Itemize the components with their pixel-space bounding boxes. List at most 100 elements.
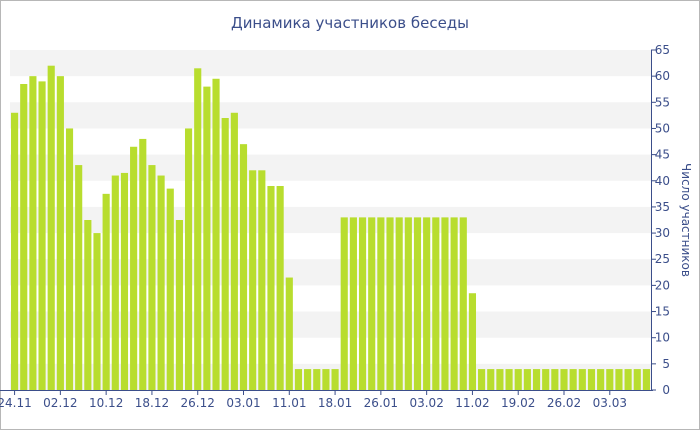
bar bbox=[606, 369, 614, 390]
bar bbox=[139, 138, 147, 390]
y-tick-label: 10 bbox=[655, 331, 670, 345]
y-tick-label: 50 bbox=[655, 121, 670, 135]
bar bbox=[569, 369, 577, 390]
y-tick-label: 55 bbox=[655, 95, 670, 109]
bar bbox=[587, 369, 596, 390]
bar bbox=[413, 217, 422, 390]
bar bbox=[20, 84, 28, 390]
bar bbox=[478, 369, 486, 390]
bar bbox=[239, 144, 248, 390]
bar bbox=[130, 146, 138, 390]
bar bbox=[276, 186, 284, 390]
bar bbox=[532, 369, 541, 390]
bar bbox=[597, 369, 605, 390]
bar bbox=[157, 175, 165, 390]
bar bbox=[560, 369, 568, 390]
bar bbox=[322, 369, 330, 390]
x-tick-label: 03.01 bbox=[226, 396, 260, 410]
x-tick-label: 26.12 bbox=[181, 396, 215, 410]
bar bbox=[358, 217, 367, 390]
y-tick-label: 45 bbox=[655, 148, 670, 162]
bar bbox=[496, 369, 504, 390]
bar bbox=[313, 369, 321, 390]
bar bbox=[175, 220, 183, 390]
x-tick-label: 11.01 bbox=[272, 396, 306, 410]
grid-band bbox=[10, 102, 651, 129]
x-tick-label: 18.12 bbox=[135, 396, 169, 410]
bar bbox=[395, 217, 403, 390]
bar bbox=[194, 68, 202, 391]
x-axis-ticks: 24.11 02.12 10.12 18.12 26.12 03.01 11.01 18.01… bbox=[0, 390, 627, 410]
bar bbox=[505, 369, 513, 390]
bar bbox=[249, 170, 257, 390]
bar bbox=[93, 233, 101, 390]
bar bbox=[642, 369, 650, 390]
y-tick-label: 65 bbox=[655, 43, 670, 57]
y-tick-label: 35 bbox=[655, 200, 670, 214]
bar bbox=[340, 217, 348, 390]
bar bbox=[551, 369, 559, 390]
y-tick-label: 5 bbox=[662, 357, 670, 371]
grid-band bbox=[10, 154, 651, 181]
x-tick-label: 02.12 bbox=[43, 396, 77, 410]
bar bbox=[624, 369, 632, 390]
bar bbox=[432, 217, 440, 390]
bar bbox=[523, 369, 531, 390]
bar bbox=[203, 86, 211, 390]
x-tick-label: 11.02 bbox=[455, 396, 489, 410]
grid-band bbox=[10, 50, 651, 77]
bar bbox=[386, 217, 394, 390]
bar bbox=[368, 217, 376, 390]
bar bbox=[468, 293, 477, 390]
bar bbox=[120, 172, 129, 390]
bar bbox=[304, 369, 312, 390]
bar bbox=[514, 369, 522, 390]
bar bbox=[102, 193, 110, 390]
bar bbox=[349, 217, 357, 390]
bar bbox=[441, 217, 449, 390]
bar bbox=[47, 65, 55, 390]
bar bbox=[423, 217, 431, 390]
bar bbox=[212, 78, 220, 391]
bar bbox=[111, 175, 119, 390]
x-tick-label: 10.12 bbox=[89, 396, 123, 410]
chart-title: Динамика участников беседы bbox=[231, 14, 469, 32]
bar bbox=[184, 128, 193, 390]
y-tick-label: 20 bbox=[655, 278, 670, 292]
bar bbox=[542, 369, 550, 390]
x-tick-label: 19.02 bbox=[501, 396, 535, 410]
y-tick-label: 40 bbox=[655, 174, 670, 188]
bar bbox=[75, 165, 83, 390]
axes bbox=[0, 50, 653, 391]
x-tick-label: 03.02 bbox=[409, 396, 443, 410]
bar bbox=[258, 170, 266, 390]
bar bbox=[230, 112, 238, 391]
bar bbox=[377, 217, 385, 390]
bar bbox=[267, 186, 275, 390]
bar bbox=[148, 165, 156, 390]
bar bbox=[404, 217, 412, 390]
bar bbox=[615, 369, 623, 390]
y-tick-label: 15 bbox=[655, 305, 670, 319]
x-tick-label: 24.11 bbox=[0, 396, 32, 410]
bar bbox=[29, 76, 37, 391]
bar bbox=[459, 217, 467, 390]
bar bbox=[294, 369, 303, 390]
bars bbox=[11, 65, 650, 391]
y-axis-ticks: 0 5 10 15 20 25 30 35 40 45 50 55 60 65 bbox=[651, 43, 670, 397]
y-tick-label: 30 bbox=[655, 226, 670, 240]
bar bbox=[331, 369, 339, 390]
bar bbox=[487, 369, 495, 390]
x-tick-label: 26.02 bbox=[547, 396, 581, 410]
bar bbox=[84, 220, 92, 390]
bar bbox=[450, 217, 458, 390]
bar bbox=[38, 81, 46, 390]
x-tick-label: 26.01 bbox=[364, 396, 398, 410]
y-axis-label: Число участников bbox=[679, 163, 693, 277]
bar bbox=[633, 369, 641, 390]
bar bbox=[11, 112, 19, 391]
y-tick-label: 25 bbox=[655, 252, 670, 266]
y-tick-label: 60 bbox=[655, 69, 670, 83]
x-tick-label: 18.01 bbox=[318, 396, 352, 410]
y-tick-label: 0 bbox=[662, 383, 670, 397]
